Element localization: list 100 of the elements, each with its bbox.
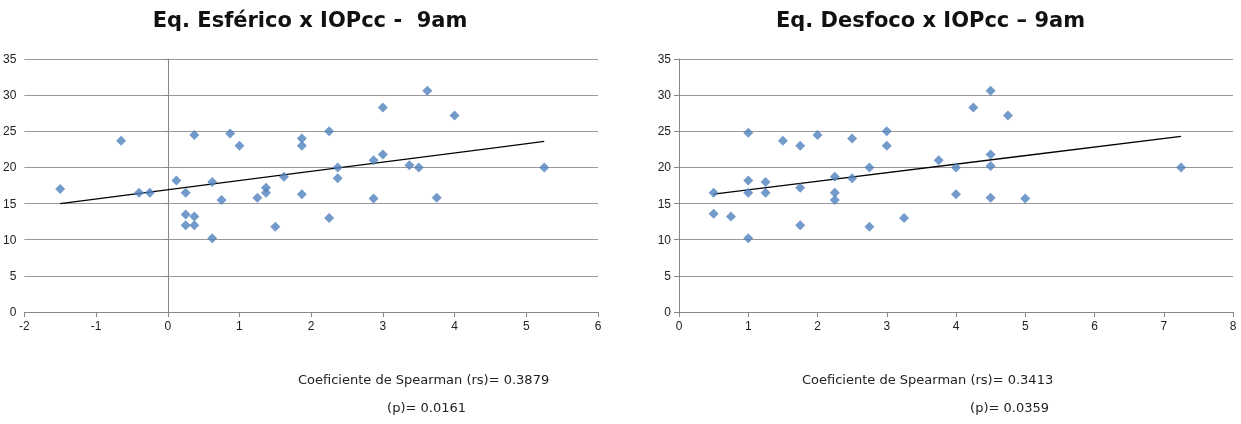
y-tick-label: 0 — [664, 305, 672, 319]
x-tick-label: 0 — [675, 319, 683, 333]
x-tick-label: 0 — [164, 319, 172, 333]
x-tick-label: 2 — [307, 319, 315, 333]
y-tick-label: 30 — [657, 88, 672, 103]
x-tick-label: 8 — [1229, 319, 1237, 333]
point — [404, 160, 415, 171]
point — [180, 220, 191, 231]
point — [422, 85, 433, 96]
point — [847, 173, 858, 184]
point — [296, 140, 307, 151]
y-tick-label: 5 — [9, 268, 17, 283]
point — [144, 187, 155, 198]
y-tick-label: 35 — [2, 52, 17, 66]
chart-title: Eq. Esférico x IOPcc - 9am — [152, 7, 468, 32]
point — [368, 155, 379, 166]
point — [216, 194, 227, 205]
point — [270, 221, 281, 232]
x-tick-label: 1 — [236, 319, 244, 333]
point — [829, 194, 840, 205]
x-tick-label: 3 — [379, 319, 387, 333]
point — [899, 213, 910, 224]
x-tick-label: 4 — [952, 319, 960, 333]
point — [332, 173, 343, 184]
point — [881, 140, 892, 151]
point — [1020, 193, 1031, 204]
point — [431, 192, 442, 203]
point — [881, 126, 892, 137]
y-tick-label: 20 — [657, 160, 672, 175]
point — [760, 176, 771, 187]
point — [324, 126, 335, 137]
point — [864, 162, 875, 173]
x-tick-label: 3 — [883, 319, 891, 333]
point — [951, 162, 961, 173]
point — [134, 187, 145, 198]
point — [1002, 110, 1013, 121]
x-tick-label: 6 — [594, 319, 602, 333]
x-tick-label: 5 — [522, 319, 530, 333]
point — [207, 233, 218, 244]
point — [760, 187, 771, 198]
point — [725, 211, 736, 222]
x-tick-label: -2 — [19, 319, 31, 333]
point — [116, 135, 127, 146]
y-tick-label: 20 — [2, 160, 17, 175]
point — [368, 193, 379, 204]
point — [812, 129, 823, 140]
y-tick-label: 10 — [657, 232, 672, 247]
x-tick-label: 2 — [814, 319, 822, 333]
point — [743, 187, 754, 198]
point — [985, 160, 996, 171]
chart-title: Eq. Desfoco x IOPcc – 9am — [775, 7, 1086, 32]
x-tick-label: 6 — [1091, 319, 1099, 333]
point — [985, 192, 996, 203]
point — [207, 176, 218, 187]
y-tick-label: 15 — [657, 196, 672, 211]
point — [332, 162, 343, 173]
point — [985, 85, 996, 96]
point — [234, 140, 245, 151]
point — [377, 149, 388, 160]
point — [743, 233, 754, 244]
y-tick-label: 35 — [657, 52, 672, 66]
point — [189, 220, 200, 231]
point — [777, 135, 788, 146]
point — [252, 192, 263, 203]
point — [225, 128, 236, 139]
point — [539, 162, 550, 173]
point — [864, 221, 875, 232]
text: Coeficiente de Spearman (rs)= 0.3413 — [802, 372, 1054, 387]
point — [743, 127, 754, 138]
point — [180, 187, 191, 198]
point — [795, 182, 806, 193]
point — [795, 220, 806, 231]
point — [829, 187, 840, 198]
point — [743, 175, 754, 186]
point — [829, 171, 840, 182]
point — [708, 208, 719, 219]
point — [968, 102, 979, 113]
point — [449, 110, 460, 121]
point — [261, 187, 271, 198]
point — [189, 129, 200, 140]
point — [795, 140, 806, 151]
point — [985, 149, 996, 160]
x-tick-label: 4 — [451, 319, 459, 333]
point — [951, 189, 961, 200]
point — [324, 213, 335, 224]
y-tick-label: 5 — [664, 268, 672, 283]
text: (p)= 0.0161 — [387, 400, 467, 415]
point — [189, 211, 200, 222]
point — [55, 184, 66, 195]
point — [180, 209, 191, 220]
point — [933, 155, 944, 166]
text: Coeficiente de Spearman (rs)= 0.3879 — [298, 372, 550, 387]
x-tick-label: 1 — [744, 319, 752, 333]
x-tick-label: 7 — [1160, 319, 1168, 333]
point — [847, 133, 858, 144]
x-tick-label: 5 — [1021, 319, 1029, 333]
y-tick-label: 0 — [9, 305, 17, 319]
y-tick-label: 10 — [2, 232, 17, 247]
point — [708, 187, 719, 198]
point — [296, 189, 307, 200]
